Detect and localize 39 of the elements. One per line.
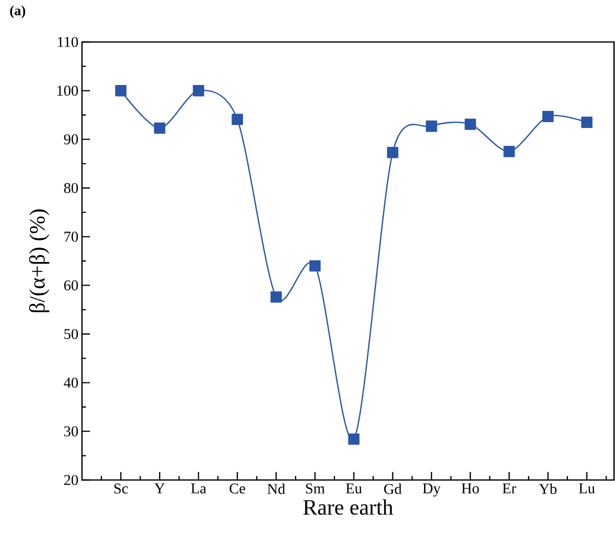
y-tick-label: 110 xyxy=(58,36,78,48)
y-tick-label: 30 xyxy=(64,426,78,436)
y-axis-title: β/(α+β) (%) xyxy=(29,209,50,312)
y-tick-label: 60 xyxy=(64,280,78,290)
x-axis-title: Rare earth xyxy=(303,499,394,515)
x-tick-label: Y xyxy=(154,484,165,494)
y-tick-label: 90 xyxy=(64,134,78,144)
point xyxy=(309,260,321,272)
x-tick-label: Er xyxy=(502,484,516,494)
x-tick-label: Nd xyxy=(267,484,286,494)
point xyxy=(192,85,204,96)
y-tick-label: 100 xyxy=(57,86,78,96)
y-tick-label: 20 xyxy=(64,474,78,486)
text: (a) xyxy=(10,6,26,18)
x-tick-label: Ce xyxy=(230,484,246,494)
point xyxy=(426,120,438,132)
point xyxy=(232,114,243,126)
point xyxy=(154,122,166,134)
x-tick-label: La xyxy=(191,484,206,494)
x-tick-label: Sc xyxy=(114,484,128,494)
y-tick-label: 40 xyxy=(64,378,78,388)
point xyxy=(504,146,515,158)
point xyxy=(115,85,126,96)
x-tick-label: Ho xyxy=(462,484,479,494)
x-tick-label: Lu xyxy=(578,484,595,494)
y-tick-label: 70 xyxy=(64,232,78,242)
point xyxy=(542,110,554,122)
y-tick-label: 50 xyxy=(64,328,78,340)
x-tick-label: Dy xyxy=(422,484,441,497)
x-tick-label: Sm xyxy=(306,484,325,494)
point xyxy=(581,116,592,128)
point xyxy=(270,291,282,303)
point xyxy=(348,433,360,445)
x-tick-label: Yb xyxy=(539,484,557,494)
x-tick-label: Eu xyxy=(346,484,362,494)
y-tick-label: 80 xyxy=(64,182,78,194)
x-tick-label: Gd xyxy=(384,484,402,494)
point xyxy=(387,146,398,158)
point xyxy=(464,118,476,130)
